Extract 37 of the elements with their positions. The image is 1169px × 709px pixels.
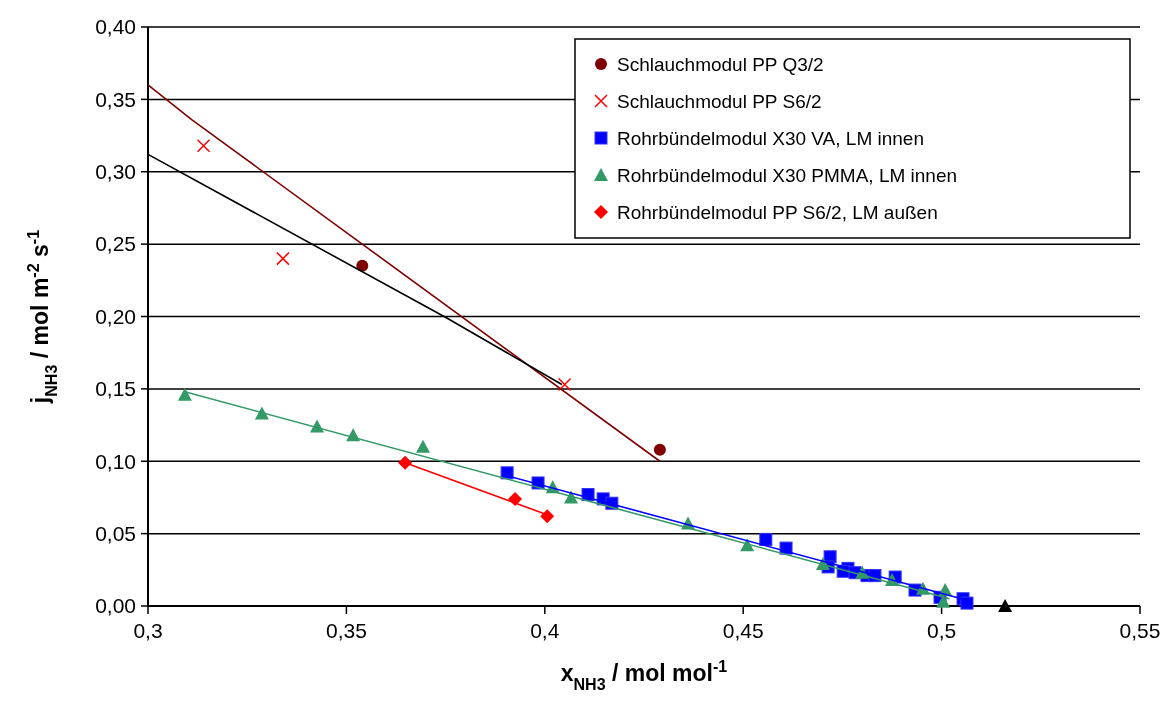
- point: [759, 532, 773, 546]
- x-tick-label: 0,35: [325, 619, 367, 642]
- y-tick-label: 0,20: [95, 304, 136, 328]
- point: [653, 443, 666, 456]
- point: [310, 419, 325, 433]
- y-tick-label: 0,15: [95, 377, 136, 401]
- y-tick-label: 0,05: [95, 521, 136, 545]
- point: [540, 509, 555, 524]
- x-tick-label: 0,5: [927, 619, 957, 642]
- point: [779, 541, 793, 555]
- point: [936, 594, 951, 608]
- x-tick-label: 0,3: [133, 619, 163, 642]
- legend-label: Schlauchmodul PP Q3/2: [617, 53, 824, 75]
- y-tick-label: 0,35: [95, 87, 136, 111]
- point: [500, 466, 514, 480]
- legend-label: Rohrbündelmodul X30 PMMA, LM innen: [617, 164, 958, 186]
- legend-label: Rohrbündelmodul X30 VA, LM innen: [617, 127, 925, 149]
- legend-label: Schlauchmodul PP S6/2: [617, 90, 822, 112]
- x-tick-label: 0,4: [530, 619, 560, 642]
- point: [276, 251, 290, 266]
- point: [415, 439, 430, 453]
- point: [177, 387, 192, 401]
- y-tick-label: 0,25: [95, 232, 136, 256]
- point: [196, 138, 211, 153]
- point: [557, 377, 572, 392]
- y-tick-label: 0,40: [95, 15, 136, 39]
- point: [998, 599, 1013, 612]
- point: [398, 455, 413, 470]
- legend-label: Rohrbündelmodul PP S6/2, LM außen: [617, 201, 938, 223]
- x-axis-title: x$_{NH3}$ / mol mol$^{-1}$: [560, 657, 728, 693]
- y-tick-label: 0,00: [95, 594, 136, 618]
- y-tick-label: 0,30: [95, 160, 136, 184]
- y-tick-label: 0,10: [95, 449, 136, 473]
- point: [960, 596, 974, 610]
- x-tick-label: 0,45: [722, 619, 764, 642]
- x-tick-label: 0,55: [1119, 619, 1161, 642]
- point: [508, 491, 523, 506]
